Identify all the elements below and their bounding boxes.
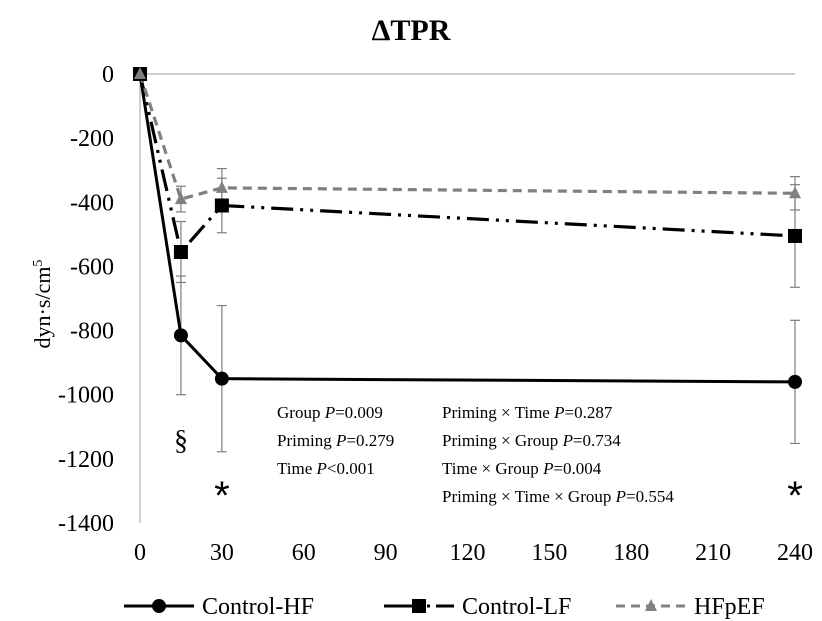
statistics-text: Group P=0.009 Priming P=0.279 Time P<0.001… xyxy=(277,403,674,506)
stat-line: Time P<0.001 xyxy=(277,459,375,478)
x-tick-label: 150 xyxy=(531,540,567,566)
x-tick-label: 0 xyxy=(134,540,146,566)
stat-line: Group P=0.009 xyxy=(277,403,383,422)
significance-marker: § xyxy=(174,426,188,457)
control-hf-line xyxy=(138,73,796,384)
stat-line: Priming × Group P=0.734 xyxy=(442,431,621,450)
control-hf-point xyxy=(173,328,188,343)
legend-label: Control-HF xyxy=(202,594,314,620)
y-tick-label: -400 xyxy=(70,190,114,216)
y-tick-label: -1000 xyxy=(58,383,114,409)
y-tick-label: -600 xyxy=(70,254,114,280)
control-lf-point xyxy=(173,244,188,259)
significance-marker: * xyxy=(787,474,803,518)
legend-item-control-lf: Control-LF xyxy=(384,594,571,620)
stat-line: Priming P=0.279 xyxy=(277,431,394,450)
x-tick-label: 30 xyxy=(210,540,234,566)
legend-marker xyxy=(412,599,426,613)
legend-label: Control-LF xyxy=(462,594,571,620)
x-tick-label: 90 xyxy=(374,540,398,566)
stat-line: Priming × Time × Group P=0.554 xyxy=(442,487,674,506)
y-tick-label: -1200 xyxy=(58,447,114,473)
legend-item-control-hf: Control-HF xyxy=(124,594,314,620)
stat-line: Time × Group P=0.004 xyxy=(442,459,602,478)
x-tick-label: 60 xyxy=(292,540,316,566)
series-markers xyxy=(133,67,802,389)
control-hf-point xyxy=(214,371,229,386)
hfpef-point xyxy=(134,67,146,79)
chart-title: ΔTPR xyxy=(372,14,451,47)
control-hf-point xyxy=(788,374,802,389)
y-tick-label: -200 xyxy=(70,126,114,152)
x-tick-labels: 0 30 60 90 120 150 180 210 240 xyxy=(134,540,813,566)
hfpef-point xyxy=(789,186,801,199)
control-lf-point xyxy=(214,198,229,213)
y-tick-label: 0 xyxy=(102,62,114,88)
control-lf-line xyxy=(138,73,796,256)
series-lines xyxy=(138,73,796,384)
x-tick-label: 180 xyxy=(613,540,649,566)
y-tick-labels: 0 -200 -400 -600 -800 -1000 -1200 -1400 xyxy=(58,62,114,537)
axes xyxy=(139,73,795,523)
legend-item-hfpef: HFpEF xyxy=(616,594,765,620)
hfpef-point xyxy=(215,180,228,193)
legend-label: HFpEF xyxy=(694,594,765,620)
hfpef-point xyxy=(174,192,187,205)
x-tick-label: 210 xyxy=(695,540,731,566)
hfpef-line xyxy=(138,73,796,202)
significance-annotations: § * * xyxy=(174,426,803,518)
y-tick-label: -1400 xyxy=(58,511,114,537)
y-tick-label: -800 xyxy=(70,319,114,345)
legend-marker xyxy=(645,599,657,611)
significance-marker: * xyxy=(214,474,230,518)
stat-line: Priming × Time P=0.287 xyxy=(442,403,613,422)
y-axis-label: dyn·s/cm5 xyxy=(30,260,55,349)
x-tick-label: 240 xyxy=(777,540,813,566)
legend-marker xyxy=(152,599,166,613)
control-lf-point xyxy=(788,228,802,243)
legend: Control-HF Control-LF HFpEF xyxy=(124,594,765,620)
x-tick-label: 120 xyxy=(450,540,486,566)
